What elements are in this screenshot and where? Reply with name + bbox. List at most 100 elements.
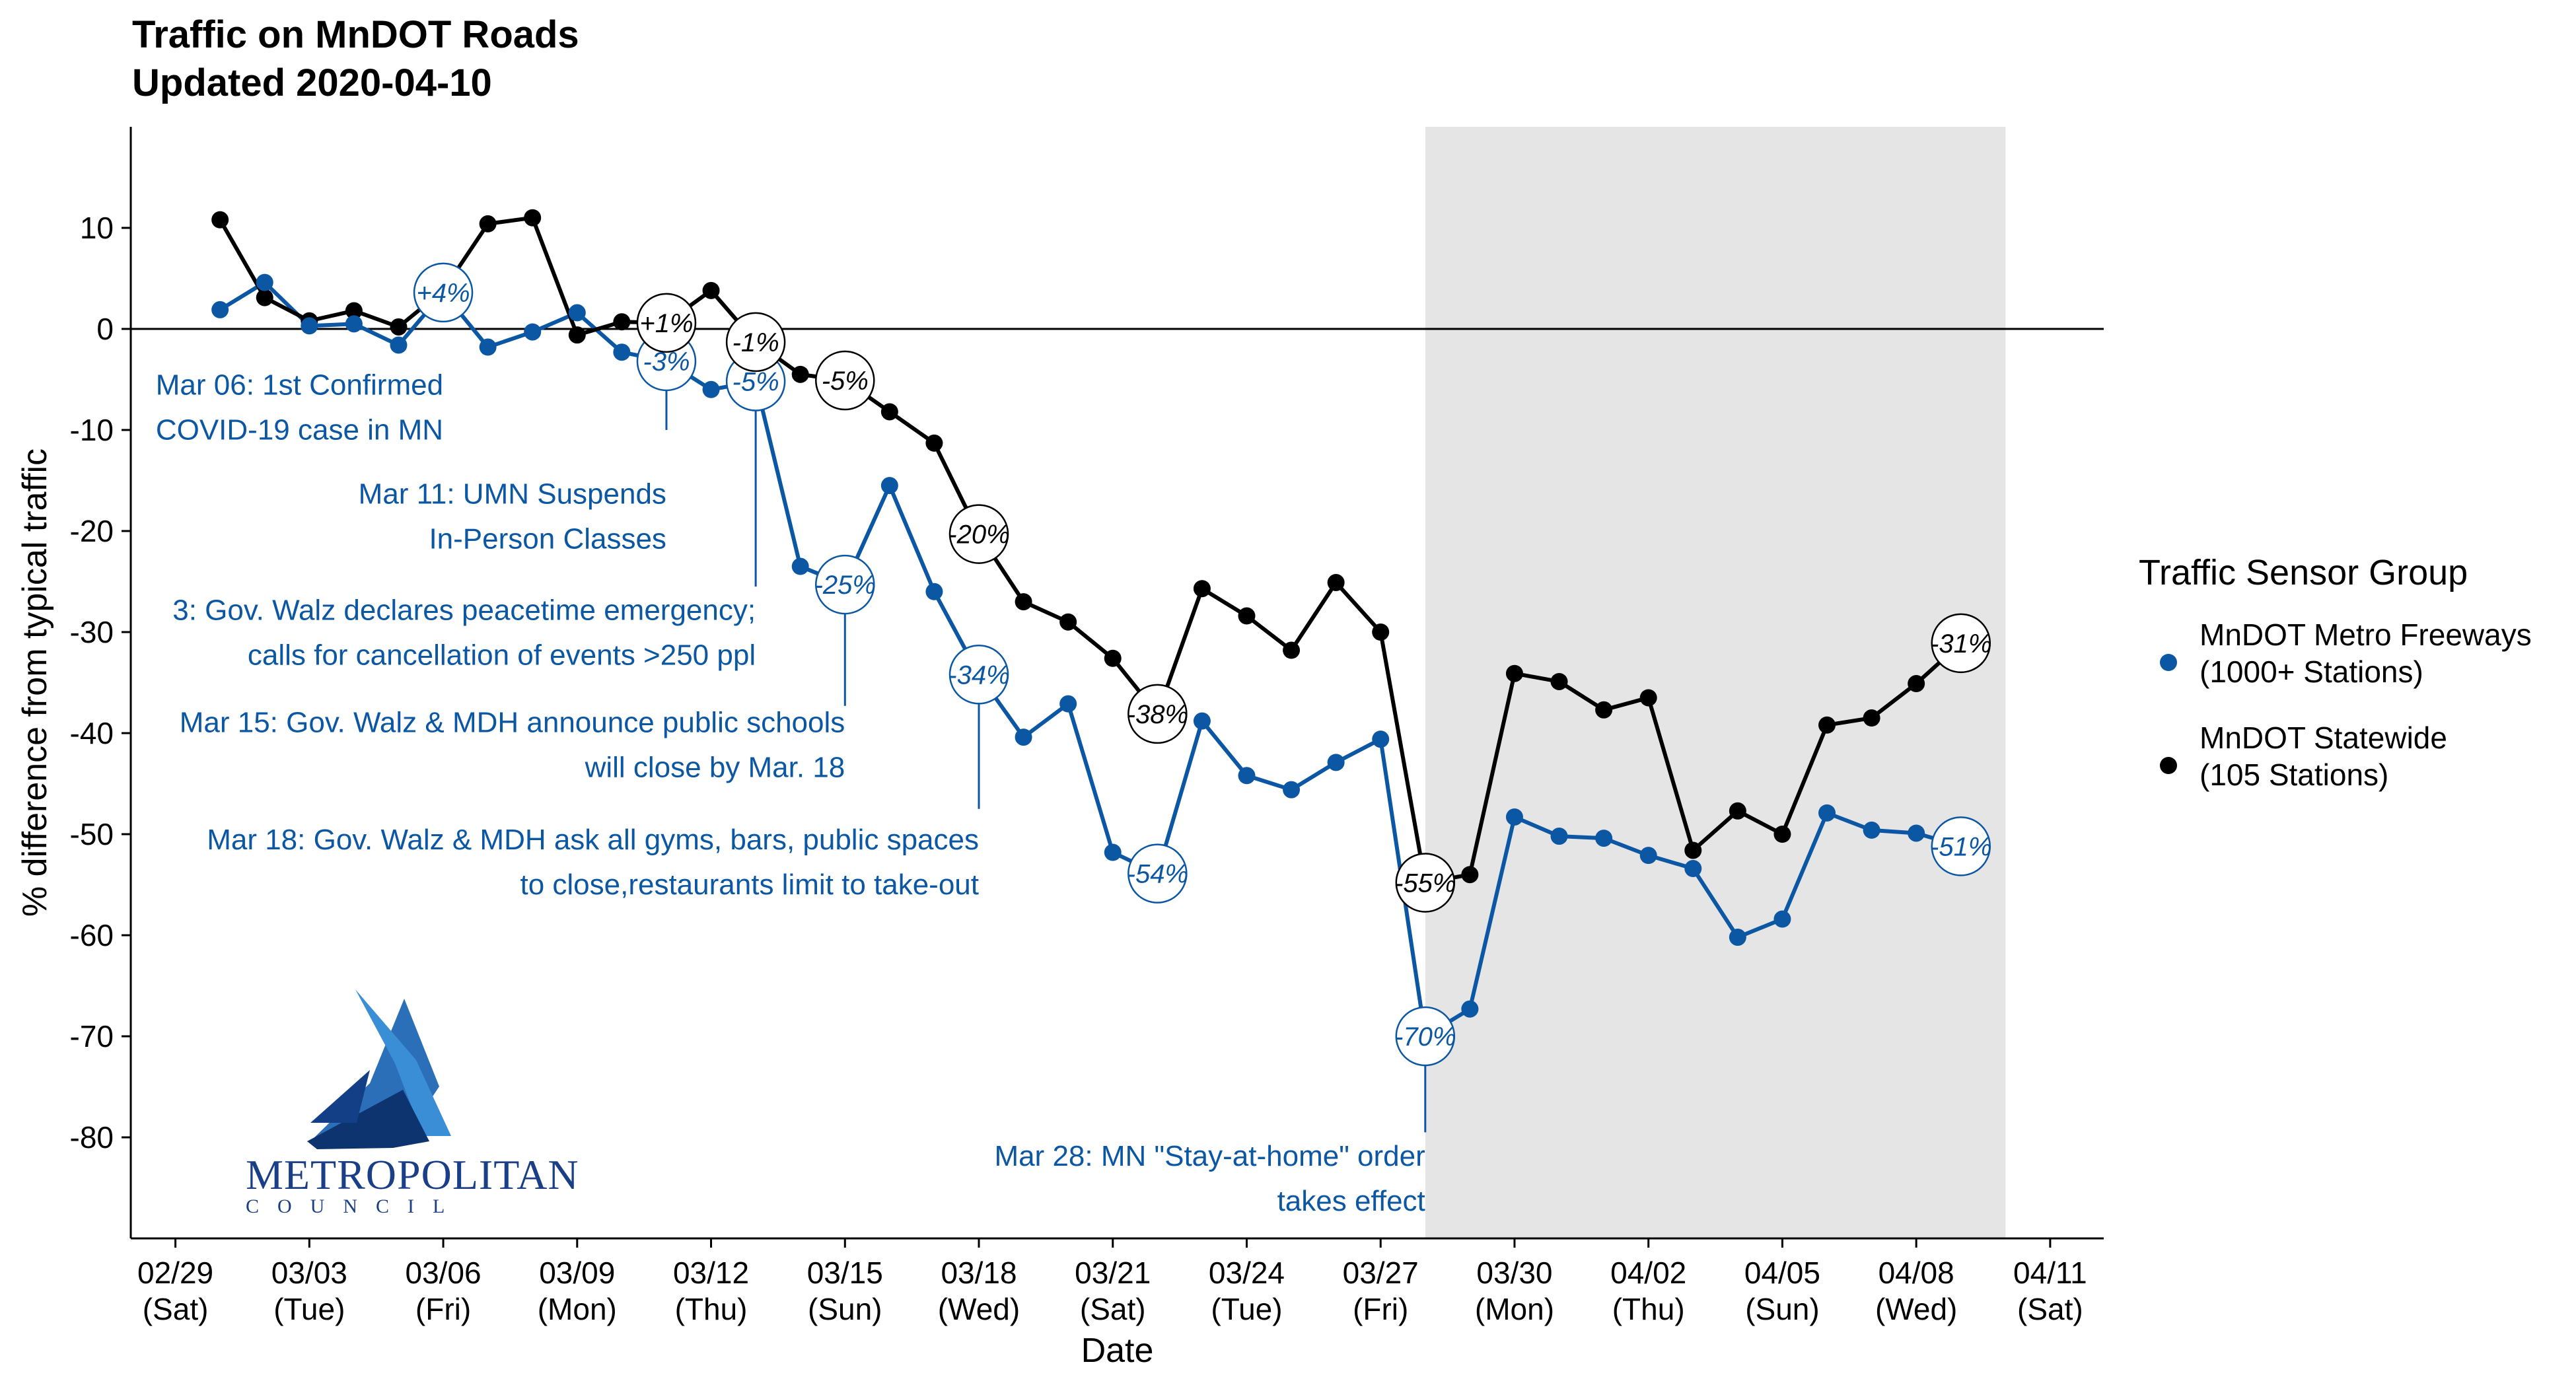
x-tick-label: 03/18 xyxy=(941,1256,1017,1290)
chart-title-line1: Traffic on MnDOT Roads xyxy=(132,13,579,56)
y-tick-label: -60 xyxy=(70,918,114,952)
x-tick-label: 03/24 xyxy=(1209,1256,1285,1290)
x-tick-label: 02/29 xyxy=(137,1256,213,1290)
annotation-text: takes effect xyxy=(1277,1185,1425,1217)
y-axis-title: % difference from typical traffic xyxy=(16,448,54,917)
data-point-metro xyxy=(1059,695,1077,713)
data-point-statewide xyxy=(1550,672,1568,690)
data-point-statewide xyxy=(345,302,363,320)
x-tick-weekday: (Sat) xyxy=(1080,1292,1146,1326)
data-point-metro xyxy=(1505,808,1523,826)
data-point-metro xyxy=(1104,843,1122,861)
legend-label: MnDOT Statewide xyxy=(2200,721,2447,755)
data-point-metro xyxy=(1550,828,1568,845)
data-point-statewide xyxy=(568,326,586,344)
data-point-statewide xyxy=(1059,613,1077,631)
data-point-statewide xyxy=(1238,607,1256,625)
data-point-metro xyxy=(880,477,898,495)
value-bubble xyxy=(815,554,875,615)
data-point-metro xyxy=(1238,767,1256,785)
data-point-statewide xyxy=(1639,689,1657,707)
value-bubble xyxy=(636,293,697,353)
x-tick-label: 03/03 xyxy=(271,1256,347,1290)
value-bubble xyxy=(1395,1006,1456,1067)
value-bubble xyxy=(1931,613,1991,674)
series-line-metro-freeways xyxy=(219,280,1962,1038)
data-point-metro xyxy=(1684,860,1702,878)
value-bubble xyxy=(1127,684,1188,744)
data-point-statewide xyxy=(1729,802,1746,820)
data-point-statewide xyxy=(1327,574,1345,592)
data-point-statewide xyxy=(613,313,631,331)
data-point-metro xyxy=(568,304,586,322)
data-point-statewide xyxy=(211,211,229,229)
data-point-statewide xyxy=(1684,841,1702,859)
x-tick-label: 03/21 xyxy=(1075,1256,1151,1290)
x-tick-weekday: (Mon) xyxy=(538,1292,617,1326)
value-bubble xyxy=(1395,853,1456,913)
annotation-text: Mar 18: Gov. Walz & MDH ask all gyms, ba… xyxy=(207,824,979,856)
data-point-metro xyxy=(1729,929,1746,946)
legend-title: Traffic Sensor Group xyxy=(2139,553,2468,592)
y-tick-label: -70 xyxy=(70,1019,114,1053)
value-bubble-label: -54% xyxy=(1127,860,1188,889)
data-point-statewide xyxy=(1595,701,1613,719)
value-bubble-label: -5% xyxy=(822,367,869,396)
x-tick-weekday: (Thu) xyxy=(1612,1292,1685,1326)
data-point-metro xyxy=(1327,754,1345,771)
chart-title-line2: Updated 2020-04-10 xyxy=(132,61,492,104)
x-tick-label: 04/11 xyxy=(2013,1256,2087,1290)
value-bubble-label: -31% xyxy=(1930,629,1991,658)
x-tick-label: 03/09 xyxy=(539,1256,615,1290)
data-point-statewide xyxy=(1908,675,1925,693)
data-point-metro xyxy=(1283,781,1301,799)
x-tick-label: 03/30 xyxy=(1476,1256,1552,1290)
x-tick-weekday: (Sun) xyxy=(808,1292,882,1326)
y-tick-label: -20 xyxy=(70,514,114,548)
value-bubble xyxy=(413,262,474,323)
data-point-statewide xyxy=(1818,716,1836,734)
data-point-metro xyxy=(1015,729,1032,746)
value-bubble-label: -34% xyxy=(948,660,1009,690)
legend-label-detail: (105 Stations) xyxy=(2200,758,2388,792)
data-point-statewide xyxy=(1863,709,1880,727)
y-tick-label: -40 xyxy=(70,716,114,750)
value-bubble-label: -51% xyxy=(1930,832,1991,861)
annotation-text: 3: Gov. Walz declares peacetime emergenc… xyxy=(172,594,756,627)
logo-mark-icon xyxy=(307,989,451,1149)
x-tick-weekday: (Wed) xyxy=(1875,1292,1957,1326)
value-bubble-label: -55% xyxy=(1394,869,1456,898)
annotation-text: calls for cancellation of events >250 pp… xyxy=(248,639,756,672)
annotation-text: In-Person Classes xyxy=(429,523,666,555)
annotation-text: COVID-19 case in MN xyxy=(156,413,443,446)
data-point-statewide xyxy=(1193,580,1211,598)
data-point-metro xyxy=(345,315,363,333)
legend-swatch xyxy=(2160,757,2177,774)
value-bubble xyxy=(948,645,1009,705)
x-tick-weekday: (Tue) xyxy=(1211,1292,1282,1326)
series-line-statewide xyxy=(218,215,1962,885)
x-tick-weekday: (Thu) xyxy=(675,1292,748,1326)
data-point-metro xyxy=(1773,910,1791,928)
data-point-metro xyxy=(256,273,273,291)
annotation-text: will close by Mar. 18 xyxy=(585,751,845,783)
data-point-metro xyxy=(1863,821,1880,839)
data-point-statewide xyxy=(1283,641,1301,659)
x-tick-label: 03/15 xyxy=(807,1256,883,1290)
data-point-statewide xyxy=(1015,593,1032,611)
x-tick-weekday: (Mon) xyxy=(1475,1292,1554,1326)
data-point-metro xyxy=(1461,1000,1479,1018)
data-point-statewide xyxy=(1773,826,1791,843)
value-bubble xyxy=(948,504,1009,564)
data-point-statewide xyxy=(702,281,720,299)
y-tick-label: -80 xyxy=(70,1120,114,1155)
value-bubble-label: -25% xyxy=(814,571,876,600)
data-point-statewide xyxy=(524,209,542,227)
x-tick-weekday: (Sat) xyxy=(2017,1292,2083,1326)
data-point-metro xyxy=(791,557,809,575)
y-tick-label: 10 xyxy=(80,211,114,245)
value-bubble xyxy=(725,312,786,373)
value-bubble xyxy=(815,350,875,411)
annotation-text: to close,restaurants limit to take-out xyxy=(520,869,979,901)
